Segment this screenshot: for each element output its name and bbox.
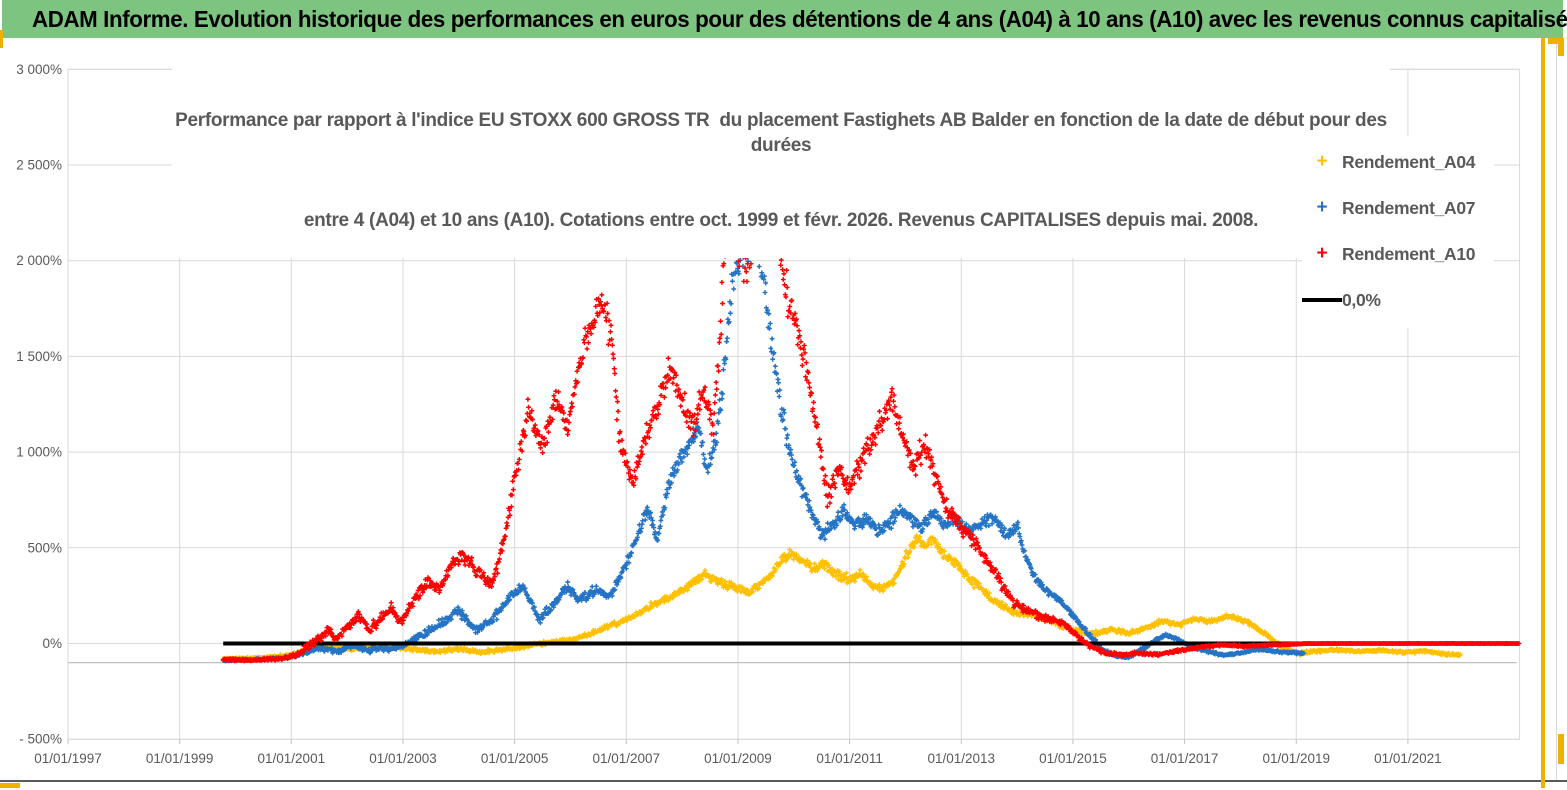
x-axis-label: 01/01/2003 bbox=[369, 751, 437, 766]
y-axis-label: - 500% bbox=[19, 732, 62, 747]
x-axis-label: 01/01/2021 bbox=[1374, 751, 1442, 766]
selection-border-right[interactable] bbox=[1541, 38, 1545, 788]
plus-marker-icon: + bbox=[1316, 151, 1328, 172]
y-axis-label: 0% bbox=[42, 636, 62, 651]
x-axis-label: 01/01/2019 bbox=[1262, 751, 1330, 766]
legend-label: Rendement_A07 bbox=[1342, 197, 1476, 218]
x-axis-label: 01/01/2007 bbox=[593, 751, 661, 766]
chart-title[interactable]: Performance par rapport à l'indice EU ST… bbox=[172, 58, 1390, 258]
series-rendement-a10 bbox=[220, 161, 1522, 664]
selection-handle-top-right-v[interactable] bbox=[1558, 38, 1564, 56]
x-axis-label: 01/01/1999 bbox=[146, 751, 214, 766]
y-axis-label: 2 000% bbox=[16, 253, 62, 268]
x-axis-label: 01/01/2009 bbox=[704, 751, 772, 766]
header-bar: ADAM Informe. Evolution historique des p… bbox=[2, 0, 1567, 38]
legend-item-rendement-a10[interactable]: + Rendement_A10 bbox=[1302, 238, 1494, 270]
legend-label: 0,0% bbox=[1342, 289, 1381, 310]
y-axis-label: 2 500% bbox=[16, 158, 62, 173]
legend-item-rendement-a07[interactable]: + Rendement_A07 bbox=[1302, 192, 1494, 224]
chart-title-line2: entre 4 (A04) et 10 ans (A10). Cotations… bbox=[303, 210, 1259, 231]
series-rendement-a07 bbox=[220, 215, 1307, 664]
plus-marker-icon: + bbox=[1316, 243, 1328, 264]
chart-title-line1: Performance par rapport à l'indice EU ST… bbox=[175, 110, 1392, 156]
legend-item-zero-line[interactable]: 0,0% bbox=[1302, 284, 1494, 316]
selection-handle-bottom-right[interactable] bbox=[1558, 734, 1564, 764]
legend-label: Rendement_A04 bbox=[1342, 151, 1476, 172]
x-axis-label: 01/01/2013 bbox=[927, 751, 995, 766]
bottom-divider bbox=[0, 780, 1567, 782]
y-axis-label: 1 500% bbox=[16, 349, 62, 364]
selection-handle-bottom-left[interactable] bbox=[0, 783, 20, 788]
y-axis-label: 3 000% bbox=[16, 62, 62, 77]
x-axis-label: 01/01/2001 bbox=[258, 751, 326, 766]
x-axis-label: 01/01/2015 bbox=[1039, 751, 1107, 766]
y-axis-label: 1 000% bbox=[16, 445, 62, 460]
selection-handle-top-right[interactable] bbox=[1548, 38, 1564, 44]
y-axis-label: 500% bbox=[27, 540, 62, 555]
plus-marker-icon: + bbox=[1316, 197, 1328, 218]
header-title: ADAM Informe. Evolution historique des p… bbox=[32, 5, 1567, 32]
x-axis-label: 01/01/1997 bbox=[34, 751, 102, 766]
chart-right-border bbox=[1556, 38, 1557, 780]
selection-handle-left[interactable] bbox=[0, 30, 3, 48]
x-axis-label: 01/01/2017 bbox=[1151, 751, 1219, 766]
x-axis-label: 01/01/2005 bbox=[481, 751, 549, 766]
legend-label: Rendement_A10 bbox=[1342, 243, 1476, 264]
zero-line-icon bbox=[1302, 298, 1342, 302]
legend-item-rendement-a04[interactable]: + Rendement_A04 bbox=[1302, 146, 1494, 178]
x-axis-label: 01/01/2011 bbox=[816, 751, 883, 766]
legend[interactable]: + Rendement_A04 + Rendement_A07 + Rendem… bbox=[1302, 136, 1494, 328]
